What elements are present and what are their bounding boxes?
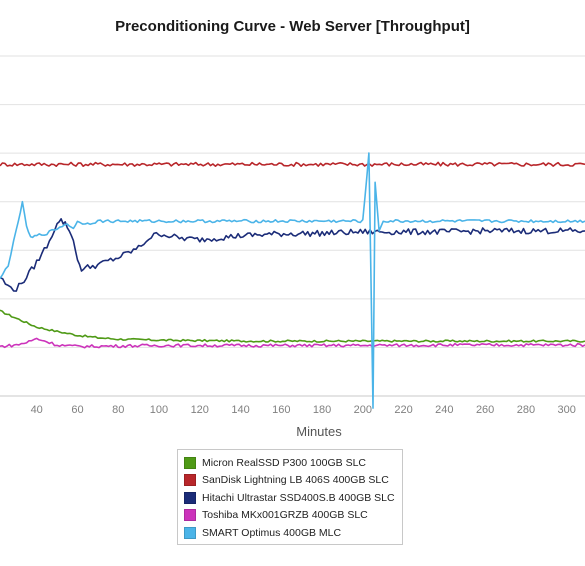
x-tick-label: 260 [476,404,494,416]
legend-label: Toshiba MKx001GRZB 400GB SLC [202,509,368,522]
x-tick-label: 60 [71,404,83,416]
x-tick-label: 200 [354,404,372,416]
legend-item: SanDisk Lightning LB 406S 400GB SLC [184,472,396,490]
x-tick-label: 240 [435,404,453,416]
series-line [0,309,585,343]
x-tick-label: 220 [394,404,412,416]
chart-title: Preconditioning Curve - Web Server [Thro… [115,18,470,35]
legend-label: SMART Optimus 400GB MLC [202,526,342,539]
series-line [0,161,585,167]
gridlines [0,55,585,397]
legend-label: SanDisk Lightning LB 406S 400GB SLC [202,474,389,487]
legend-item: Hitachi Ultrastar SSD400S.B 400GB SLC [184,489,396,507]
x-tick-label: 80 [112,404,124,416]
x-axis-label: Minutes [296,424,342,439]
legend-item: SMART Optimus 400GB MLC [184,524,396,542]
legend-item: Micron RealSSD P300 100GB SLC [184,454,396,472]
x-tick-label: 300 [557,404,575,416]
legend-label: Hitachi Ultrastar SSD400S.B 400GB SLC [202,491,395,504]
x-tick-label: 100 [150,404,168,416]
x-tick-label: 280 [517,404,535,416]
x-tick-label: 40 [31,404,43,416]
legend-swatch [184,509,196,522]
legend: Micron RealSSD P300 100GB SLC SanDisk Lig… [177,449,403,545]
legend-swatch [184,474,196,487]
series-line [0,152,585,409]
legend-item: Toshiba MKx001GRZB 400GB SLC [184,507,396,525]
x-tick-label: 140 [231,404,249,416]
x-tick-label: 160 [272,404,290,416]
x-tick-label: 180 [313,404,331,416]
series-lines [0,152,585,409]
series-line [0,337,585,349]
legend-swatch [184,456,196,469]
legend-label: Micron RealSSD P300 100GB SLC [202,456,366,469]
x-tick-labels: 40 60 80 100 120 140 160 180 200 220 240 260 280 300 [31,404,576,416]
legend-swatch [184,526,196,539]
x-tick-label: 120 [191,404,209,416]
legend-swatch [184,491,196,504]
series-line [0,218,585,292]
